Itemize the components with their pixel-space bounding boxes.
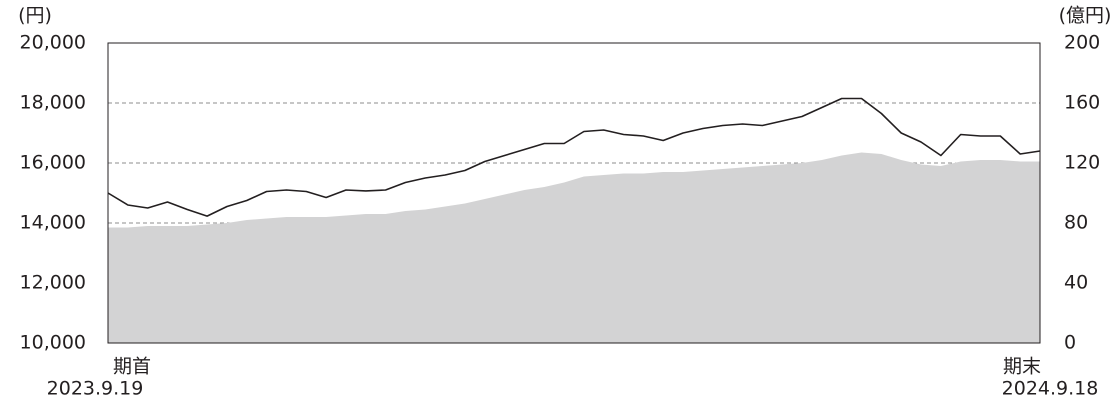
y2-tick-label: 80: [1064, 212, 1088, 234]
y2-tick-label: 40: [1064, 272, 1088, 294]
x-tick-label: 2023.9.19: [47, 378, 144, 400]
y2-tick-label: 0: [1064, 332, 1076, 354]
y2-unit: (億円): [1059, 5, 1112, 27]
y-tick-label: 10,000: [20, 332, 86, 354]
x-start-label: 期首: [113, 356, 151, 378]
y-tick-label: 16,000: [20, 152, 86, 174]
x-tick-label: 2024.9.18: [1002, 378, 1099, 400]
area: [108, 152, 1040, 343]
line: [107, 97, 1041, 217]
x-end-label: 期末: [1003, 356, 1041, 378]
y-tick-label: 14,000: [20, 212, 86, 234]
y-tick-label: 12,000: [20, 272, 86, 294]
plot-frame: [107, 42, 1041, 344]
y-unit: (円): [18, 5, 52, 27]
y2-tick-label: 200: [1064, 32, 1100, 54]
y2-tick-label: 160: [1064, 92, 1100, 114]
y-tick-label: 20,000: [20, 32, 86, 54]
y2-tick-label: 120: [1064, 152, 1100, 174]
y-tick-label: 18,000: [20, 92, 86, 114]
